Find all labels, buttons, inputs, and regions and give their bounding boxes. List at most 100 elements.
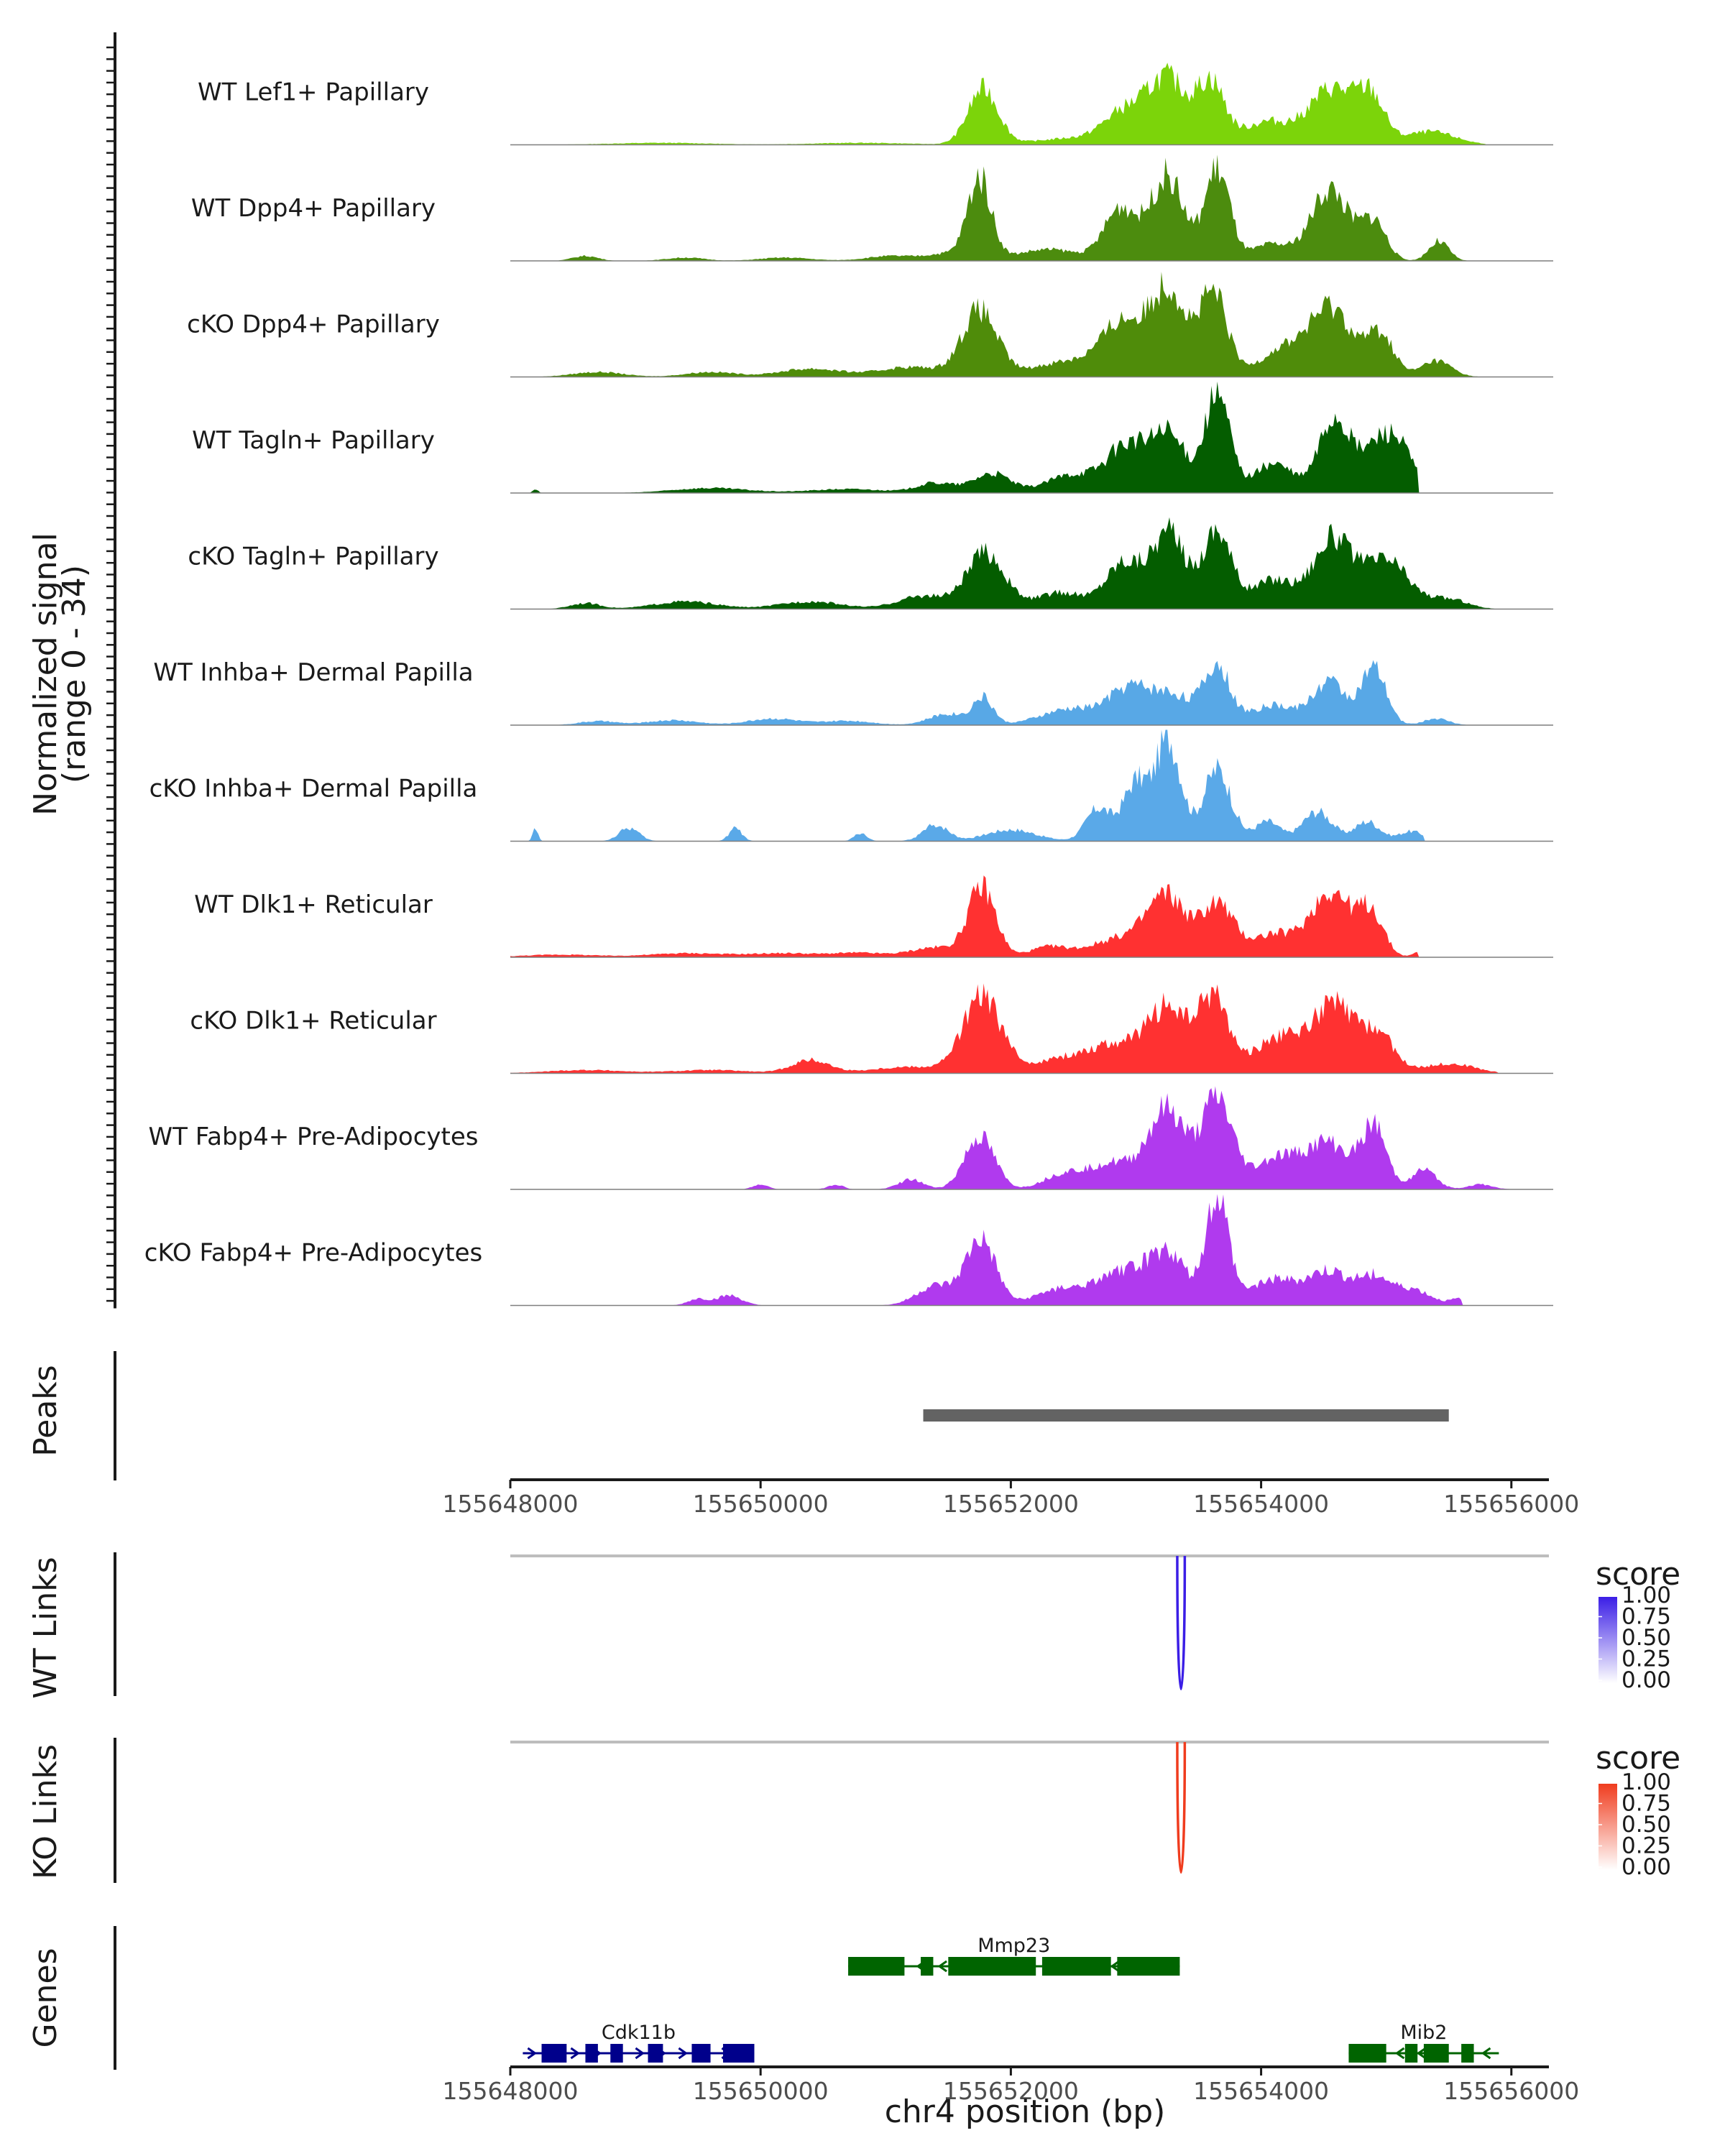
x-tick-label: 155654000 [1193,2077,1329,2105]
gene-exon [1348,2044,1386,2063]
score-legend: 1.000.750.500.250.00 [1598,1769,1671,1880]
gene-exon [541,2044,567,2063]
peaks-panel [114,1351,1449,1480]
ko-links-label: KO Links [27,1744,64,1879]
coverage-track: cKO Dlk1+ Reticular [190,983,1553,1074]
link-track [114,1738,1549,1883]
strand-arrow [937,1960,947,1973]
link-arc [1176,1555,1187,1690]
track-label: WT Lef1+ Papillary [198,78,429,107]
links-panel [114,1552,1549,1883]
x-tick-label: 155648000 [443,2077,579,2105]
track-label: cKO Tagln+ Papillary [188,543,438,571]
peaks-track-label: Peaks [27,1365,64,1456]
x-axis-title: chr4 position (bp) [885,2093,1166,2130]
x-tick-label: 155656000 [1443,2077,1579,2105]
peak-interval [923,1409,1449,1422]
coverage-panel: WT Lef1+ Papillary WT Dpp4+ Papillary cKO … [144,63,1553,1307]
score-legends: 1.000.750.500.250.001.000.750.500.250.00 [1598,1583,1671,1880]
x-tick-label: 155650000 [693,1490,829,1518]
gene-name-label: Cdk11b [602,2022,676,2044]
gene-exon [948,1957,1036,1976]
gene-exon [722,2044,755,2063]
coverage-area [510,1194,1549,1306]
strand-arrow [635,2047,645,2060]
x-tick-label: 155654000 [1193,1490,1329,1518]
coverage-ylabel-line1: Normalized signal [27,533,64,816]
legend-tick-label: 0.75 [1622,1791,1671,1817]
gene-name-label: Mib2 [1400,2022,1447,2044]
coverage-y-axis [106,32,116,1309]
coverage-area [510,729,1549,842]
coverage-track: WT Lef1+ Papillary [198,63,1553,146]
coverage-area [510,660,1549,725]
track-label: WT Tagln+ Papillary [192,426,435,455]
ko-legend-title: score [1596,1740,1680,1777]
gene-exon [1117,1957,1180,1976]
gene-exon [1404,2044,1418,2063]
track-label: cKO Fabp4+ Pre-Adipocytes [144,1239,483,1268]
coverage-track: cKO Fabp4+ Pre-Adipocytes [144,1194,1553,1307]
gene-exon [921,1957,934,1976]
coverage-area [510,875,1549,957]
x-axis-genes: 155648000 155650000 155652000 155654000 1556… [443,2065,1579,2105]
gene-exon [848,1957,905,1976]
strand-arrow [678,2047,689,2060]
track-label: cKO Dpp4+ Papillary [187,310,440,339]
legend-tick-label: 0.50 [1622,1812,1671,1838]
track-label: WT Dlk1+ Reticular [194,890,433,919]
link-arc [1176,1741,1187,1874]
track-label: WT Inhba+ Dermal Papilla [153,658,473,687]
gene-model: Mmp23 [848,1935,1180,1976]
strand-arrow [1416,2047,1427,2060]
gene-exon [1423,2044,1449,2063]
track-label: cKO Dlk1+ Reticular [190,1007,436,1036]
track-label: WT Fabp4+ Pre-Adipocytes [149,1123,479,1151]
coverage-track: WT Fabp4+ Pre-Adipocytes [149,1086,1553,1190]
wt-legend-title: score [1596,1556,1680,1593]
x-tick-label: 155648000 [443,1490,579,1518]
strand-arrow [1481,2047,1491,2060]
gene-exon [585,2044,598,2063]
coverage-track: WT Tagln+ Papillary [192,382,1553,494]
gene-exon [1461,2044,1474,2063]
genes-panel: Mmp23 Cdk11b Mib2 [114,1926,1499,2070]
coverage-area [510,517,1549,609]
x-tick-label: 155652000 [943,1490,1079,1518]
coverage-track: cKO Dpp4+ Papillary [187,272,1553,378]
strand-arrow [1110,1960,1120,1973]
strand-arrow [570,2047,581,2060]
gene-exon [610,2044,623,2063]
score-legend: 1.000.750.500.250.00 [1598,1583,1671,1693]
legend-tick-label: 0.25 [1622,1833,1671,1859]
coverage-track: WT Dlk1+ Reticular [194,875,1553,958]
coverage-area [510,155,1549,261]
coverage-area [510,272,1549,377]
genes-track-label: Genes [27,1948,64,2047]
coverage-track: cKO Inhba+ Dermal Papilla [150,729,1553,842]
gene-name-label: Mmp23 [978,1935,1050,1957]
gene-exon [691,2044,711,2063]
wt-links-label: WT Links [27,1557,64,1698]
link-track [114,1552,1549,1696]
legend-tick-label: 0.00 [1622,1667,1671,1693]
gene-model: Mib2 [1348,2022,1499,2063]
coverage-area [510,1086,1549,1189]
legend-colorbar [1598,1784,1617,1870]
coverage-ylabel-line2: (range 0 - 34) [56,565,93,783]
coverage-track: WT Dpp4+ Papillary [191,155,1553,262]
legend-tick-label: 0.50 [1622,1625,1671,1651]
x-tick-label: 155656000 [1443,1490,1579,1518]
legend-tick-label: 1.00 [1622,1583,1671,1608]
x-tick-label: 155652000 [943,2077,1079,2105]
track-label: WT Dpp4+ Papillary [191,194,436,223]
legend-tick-label: 0.75 [1622,1604,1671,1630]
coverage-track: WT Inhba+ Dermal Papilla [153,658,1553,726]
x-axis-peaks: 155648000 155650000 155652000 155654000 1556… [443,1478,1579,1518]
coverage-area [510,382,1549,493]
legend-tick-label: 1.00 [1622,1769,1671,1795]
legend-tick-label: 0.25 [1622,1646,1671,1672]
coverage-area [510,63,1549,145]
legend-colorbar [1598,1597,1617,1683]
